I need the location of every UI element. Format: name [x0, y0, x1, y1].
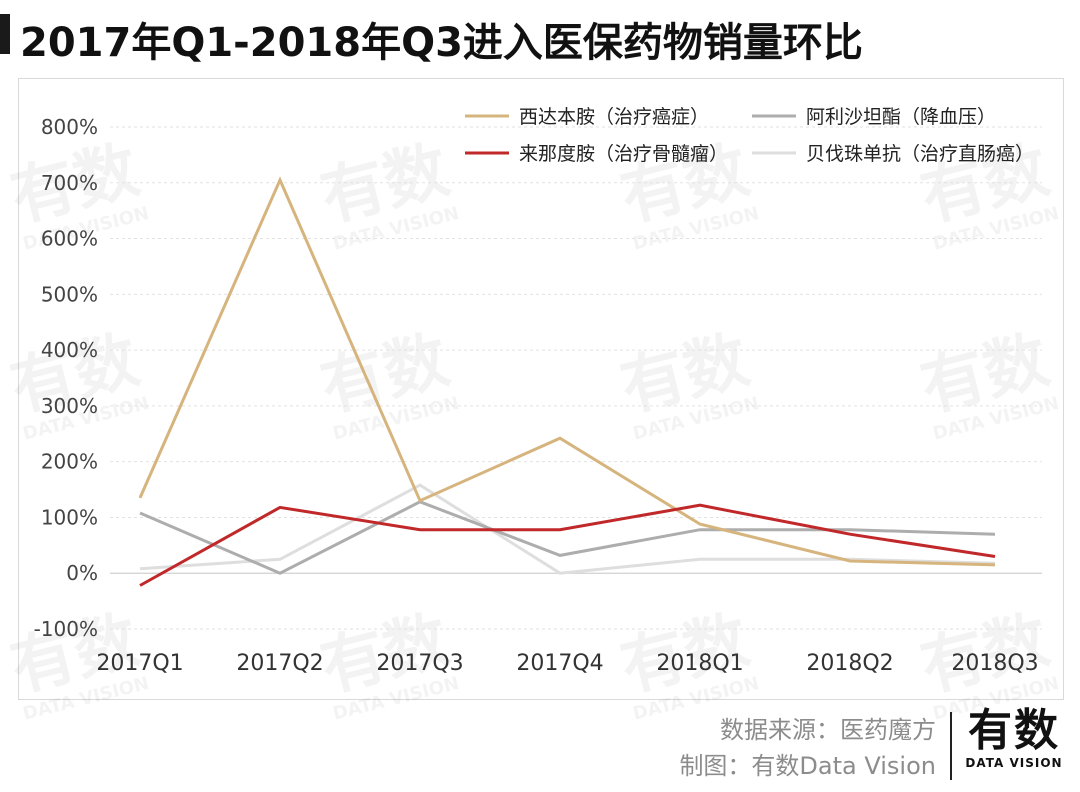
- x-tick-label: 2017Q4: [516, 651, 603, 676]
- y-tick-label: 800%: [41, 115, 98, 139]
- series-line: [139, 500, 996, 575]
- series-line: [138, 176, 996, 567]
- legend-label: 贝伐珠单抗（治疗直肠癌）: [806, 143, 1034, 165]
- brand-divider: [950, 712, 952, 780]
- y-tick-label: 200%: [41, 450, 98, 474]
- brand-logo-sub: DATA VISION: [965, 756, 1063, 770]
- legend-label: 来那度胺（治疗骨髓瘤）: [519, 143, 728, 165]
- series-line: [139, 503, 996, 587]
- y-tick-label: 500%: [41, 282, 98, 306]
- legend-label: 西达本胺（治疗癌症）: [519, 106, 709, 128]
- x-tick-label: 2018Q2: [806, 651, 893, 676]
- y-axis-ticks: 800% 700% 600% 500% 400% 300% 200% 100% 0% -100%: [34, 115, 98, 641]
- x-tick-label: 2018Q3: [951, 651, 1038, 676]
- x-tick-label: 2018Q1: [656, 651, 743, 676]
- legend: 西达本胺（治疗癌症） 阿利沙坦酯（降血压） 来那度胺（治疗骨髓瘤） 贝伐珠单抗（治疗直…: [465, 106, 1034, 165]
- x-axis-ticks: 2017Q1 2017Q2 2017Q3 2017Q4 2018Q1 2018Q2 2018…: [96, 651, 1038, 676]
- x-tick-label: 2017Q3: [376, 651, 463, 676]
- x-tick-label: 2017Q1: [96, 651, 183, 676]
- series-lines: [138, 176, 996, 587]
- chart-credit: 制图：有数Data Vision: [679, 752, 936, 780]
- data-source: 数据来源：医药魔方: [720, 716, 936, 744]
- y-tick-label: 300%: [41, 394, 98, 418]
- brand-logo-main: 有数: [968, 705, 1060, 756]
- y-tick-label: 600%: [41, 227, 98, 251]
- series-line: [139, 483, 996, 575]
- page-title: 2017年Q1-2018年Q3进入医保药物销量环比: [20, 20, 863, 66]
- y-tick-label: 100%: [41, 505, 98, 529]
- y-tick-label: 0%: [66, 561, 98, 585]
- y-tick-label: -100%: [34, 617, 98, 641]
- x-tick-label: 2017Q2: [236, 651, 323, 676]
- brand-logo: 有数 DATA VISION: [962, 706, 1066, 786]
- y-tick-label: 400%: [41, 338, 98, 362]
- legend-label: 阿利沙坦酯（降血压）: [806, 106, 996, 128]
- y-tick-label: 700%: [41, 171, 98, 195]
- chart-frame: [18, 78, 1064, 700]
- gridlines: [110, 126, 1042, 630]
- title-accent-bar: [0, 14, 10, 54]
